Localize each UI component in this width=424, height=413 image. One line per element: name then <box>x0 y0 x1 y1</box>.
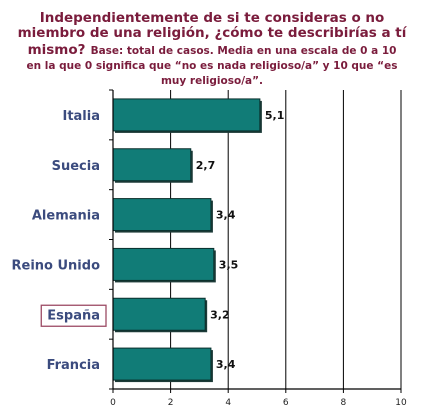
chart-title-line-2: miembro de una religión, ¿cómo te descri… <box>17 25 407 41</box>
highlight-box <box>40 304 107 327</box>
chart-title-block: Independientemente de si te consideras o… <box>0 11 424 89</box>
chart-note-inline: Base: total de casos. Media en una escal… <box>90 45 397 57</box>
data-label: 3,4 <box>216 209 236 222</box>
data-label: 3,4 <box>216 358 236 371</box>
category-label: Reino Unido <box>12 258 101 273</box>
x-tick-label: 2 <box>168 398 174 408</box>
category-label: Francia <box>47 358 100 373</box>
bar-españa <box>112 297 206 331</box>
category-label: España <box>47 308 100 323</box>
x-tick-label: 0 <box>110 398 116 408</box>
bar-suecia <box>112 148 192 182</box>
category-label: Alemania <box>32 209 100 224</box>
data-label: 5,1 <box>265 109 285 122</box>
chart-note-line-2: muy religioso/a”. <box>160 75 264 87</box>
bar-francia <box>112 347 212 381</box>
x-tick-label: 8 <box>341 398 347 408</box>
chart-title-question-end: mismo? <box>27 42 86 58</box>
x-axis: 0 2 4 6 8 10 <box>109 89 407 408</box>
category-label: Suecia <box>52 159 100 174</box>
data-label: 3,5 <box>219 258 239 271</box>
labels: 5,1 Italia 2,7 Suecia 3,4 Alemania 3,5 Reino Un… <box>12 109 285 373</box>
grid-lines <box>170 90 402 389</box>
chart-note-line-1: en la que 0 significa que “no es nada re… <box>26 60 398 72</box>
bars <box>112 98 262 383</box>
data-label: 2,7 <box>196 159 216 172</box>
bar-reino-unido <box>112 247 215 281</box>
category-label: Italia <box>62 109 100 124</box>
chart-title-line-1: Independientemente de si te consideras o… <box>39 10 385 26</box>
bar-italia <box>112 98 261 132</box>
x-tick-label: 6 <box>283 398 289 408</box>
data-label: 3,2 <box>210 308 230 321</box>
x-tick-label: 4 <box>225 398 231 408</box>
bar-alemania <box>112 198 212 232</box>
chart-title-line-3: mismo? Base: total de casos. Media en un… <box>0 41 424 59</box>
x-tick-label: 10 <box>395 398 407 408</box>
